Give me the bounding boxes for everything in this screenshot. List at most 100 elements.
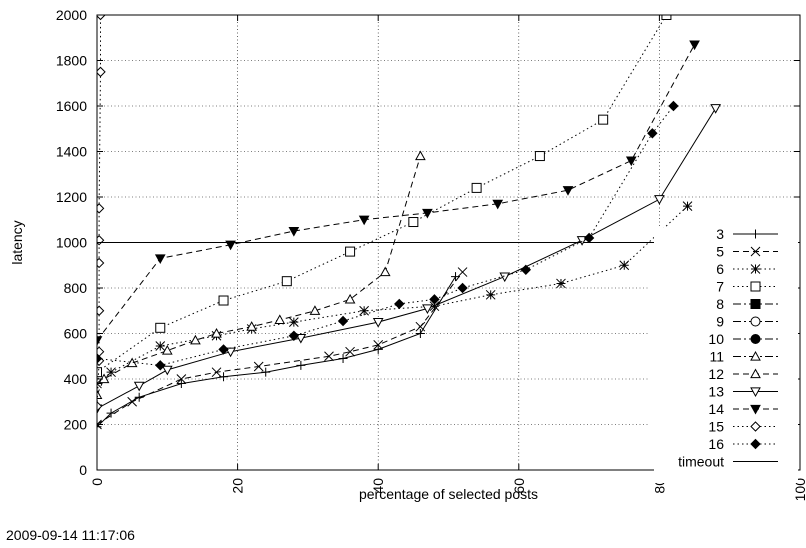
data-point-7 xyxy=(281,276,292,287)
legend-entry-timeout: timeout xyxy=(678,454,778,470)
data-point-16 xyxy=(583,232,595,244)
y-axis-label: latency xyxy=(9,220,25,264)
x-axis-label: percentage of selected posts xyxy=(359,486,538,502)
legend-entry-6: 6 xyxy=(716,261,778,277)
series-15 xyxy=(97,15,106,412)
data-point-6 xyxy=(485,289,496,300)
x-tick-label: 100 xyxy=(792,478,806,502)
data-point-7 xyxy=(218,295,229,306)
data-point-12 xyxy=(274,314,286,324)
data-point-14 xyxy=(625,156,637,167)
data-point-7 xyxy=(97,367,102,378)
x-tick-label: 60 xyxy=(511,478,527,494)
series-line-6 xyxy=(97,205,688,384)
legend-label: 14 xyxy=(708,401,724,417)
data-point-16 xyxy=(337,315,349,327)
y-tick-label: 0 xyxy=(79,462,87,478)
data-point-16 xyxy=(394,298,405,310)
series-7 xyxy=(97,15,672,378)
legend-entry-12: 12 xyxy=(708,366,778,382)
data-point-14 xyxy=(492,199,504,210)
legend-background xyxy=(654,228,798,483)
y-tick-label: 400 xyxy=(64,371,88,387)
data-point-13 xyxy=(161,365,173,376)
legend-entry-11: 11 xyxy=(709,349,778,365)
legend-label: 8 xyxy=(716,296,724,312)
data-point-7 xyxy=(598,114,609,125)
y-tick-label: 1400 xyxy=(56,144,87,160)
y-tick-label: 600 xyxy=(64,326,88,342)
legend-marker-10 xyxy=(750,334,761,344)
data-point-5 xyxy=(345,346,355,357)
legend-marker-13 xyxy=(750,387,761,398)
legend-label: 5 xyxy=(716,244,724,260)
series-13 xyxy=(97,104,721,415)
data-point-7 xyxy=(471,182,482,193)
data-point-12 xyxy=(211,327,222,338)
data-point-16 xyxy=(520,264,532,276)
legend-marker-5 xyxy=(750,246,761,257)
series-line-15 xyxy=(97,15,101,407)
legend-marker-7 xyxy=(750,281,761,292)
data-point-15 xyxy=(97,235,105,246)
data-point-12 xyxy=(379,266,391,277)
x-tick-label: 40 xyxy=(370,478,386,494)
series-16 xyxy=(97,100,679,371)
data-point-3 xyxy=(338,354,348,364)
legend-marker-3 xyxy=(751,229,760,239)
legend-marker-8 xyxy=(750,299,761,309)
data-point-6 xyxy=(682,201,693,211)
y-tick-label: 1200 xyxy=(56,189,87,205)
data-point-16 xyxy=(218,344,229,355)
legend-label: 9 xyxy=(716,314,724,330)
data-point-15 xyxy=(97,305,105,316)
data-point-7 xyxy=(345,246,356,257)
data-point-13 xyxy=(372,318,384,328)
data-point-13 xyxy=(295,333,307,344)
data-point-12 xyxy=(190,334,201,345)
series-line-12 xyxy=(97,155,421,396)
series-14 xyxy=(97,40,700,346)
data-point-5 xyxy=(324,351,334,362)
legend-label: 10 xyxy=(708,331,724,347)
legend-marker-6 xyxy=(750,264,761,274)
legend-label: 3 xyxy=(716,226,724,242)
data-point-16 xyxy=(429,294,440,305)
data-point-5 xyxy=(373,340,384,350)
data-point-12 xyxy=(246,321,258,331)
legend-marker-16 xyxy=(750,438,761,450)
data-point-14 xyxy=(154,254,166,264)
data-point-6 xyxy=(359,305,369,316)
series-5 xyxy=(97,267,468,430)
data-point-3 xyxy=(97,422,102,432)
legend-entry-16: 16 xyxy=(708,436,778,452)
legend-entry-5: 5 xyxy=(716,244,778,260)
data-point-14 xyxy=(225,240,236,251)
series-3 xyxy=(97,272,461,432)
legend-label: 16 xyxy=(708,436,724,452)
data-point-6 xyxy=(155,341,166,351)
legend-marker-11 xyxy=(750,350,761,361)
legend-label: 6 xyxy=(716,261,724,277)
series-line-3 xyxy=(97,276,456,428)
legend-label: 15 xyxy=(708,419,724,435)
series-line-7 xyxy=(97,15,667,373)
legend-label: timeout xyxy=(678,454,724,470)
data-point-13 xyxy=(422,304,433,315)
data-point-13 xyxy=(499,272,511,283)
data-point-14 xyxy=(288,227,300,237)
series-12 xyxy=(97,150,426,400)
legend-marker-14 xyxy=(750,404,761,415)
data-point-14 xyxy=(358,215,370,226)
data-point-6 xyxy=(429,301,440,312)
data-point-13 xyxy=(576,236,588,246)
data-point-5 xyxy=(253,361,264,372)
data-point-12 xyxy=(126,357,138,368)
legend-label: 7 xyxy=(716,279,724,295)
data-point-13 xyxy=(654,195,665,205)
data-point-16 xyxy=(97,353,103,364)
series-line-14 xyxy=(97,44,695,341)
data-point-14 xyxy=(422,208,433,219)
data-point-12 xyxy=(161,345,173,355)
data-point-15 xyxy=(97,257,105,269)
